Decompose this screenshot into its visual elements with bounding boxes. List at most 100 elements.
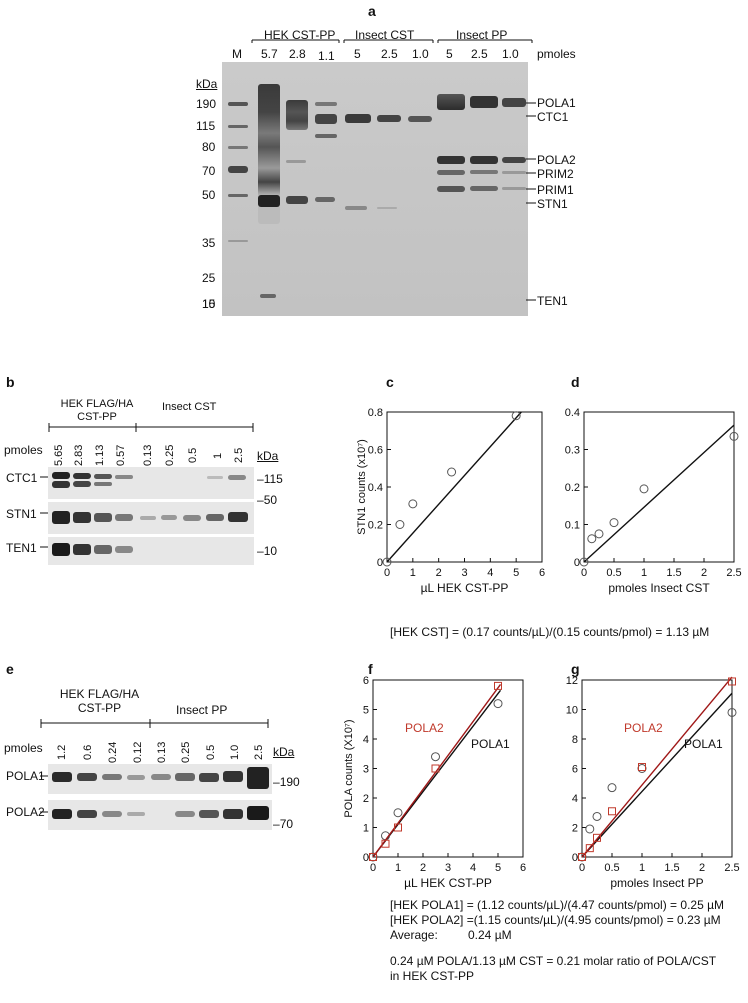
x-tick-label: 0 [384, 567, 390, 579]
y-tick-label: 12 [566, 675, 578, 687]
x-tick-label: 2 [701, 567, 707, 579]
x-tick-label: 3 [445, 862, 451, 874]
panel-b-lane: 1.13 [94, 444, 106, 466]
group-header-insect-cst: Insect CST [355, 28, 415, 42]
data-point [637, 764, 647, 773]
panel-e-lane: 0.25 [180, 741, 192, 763]
data-point [382, 557, 392, 567]
chart-panel-f: 0 1 2 3 4 5 6 0 1 2 3 4 5 6 µL HEK CST-PP POLA counts (… [343, 675, 526, 890]
y-tick-label: 2 [572, 823, 578, 835]
gel-band [437, 170, 465, 175]
lane-value: 2.5 [471, 47, 488, 61]
gel-band [286, 160, 306, 163]
panel-b-lane: 0.13 [142, 444, 154, 466]
gel-band [228, 240, 248, 242]
data-point [585, 844, 594, 853]
x-tick-label: 0 [581, 567, 587, 579]
y-tick-label: 0 [574, 557, 580, 569]
fit-line [372, 684, 502, 858]
x-tick-label: 2 [436, 567, 442, 579]
x-axis-label: pmoles Insect CST [608, 581, 710, 595]
y-tick-label: 0.4 [565, 407, 580, 419]
gel-band [286, 196, 308, 204]
panel-e-lane: 0.6 [82, 744, 94, 760]
blot-marker: –115 [257, 472, 283, 486]
gel-band [470, 186, 498, 191]
x-tick-label: 2.5 [726, 567, 741, 579]
y-tick-label: 6 [572, 764, 578, 776]
lane-value: 1.0 [412, 47, 429, 61]
gel-band [470, 170, 498, 174]
x-tick-label: 6 [539, 567, 545, 579]
panel-b-lane: 0.57 [115, 444, 127, 466]
data-point [607, 783, 617, 793]
data-point [369, 853, 377, 861]
data-point [493, 699, 503, 709]
gel-band [315, 134, 337, 138]
y-axis-label: STN1 counts (x10⁷) [356, 439, 368, 535]
gel-band [228, 125, 248, 128]
x-tick-label: 3 [461, 567, 467, 579]
x-axis-label: µL HEK CST-PP [421, 581, 509, 595]
panel-b-lane: 2.83 [73, 444, 85, 466]
data-point [395, 520, 405, 529]
ladder-mark: 80 [202, 140, 216, 154]
gel-band [228, 166, 248, 173]
plot-frame [583, 411, 735, 563]
blot-strip-stn1 [48, 502, 254, 534]
panel-a-brackets [251, 39, 533, 43]
blot-marker: –190 [273, 775, 300, 789]
gel-band [377, 115, 401, 122]
panel-b-header-hek: HEK FLAG/HA CST-PP [60, 398, 134, 423]
panel-e-lane: 0.12 [132, 741, 144, 763]
formula-ratio-cont: in HEK CST-PP [390, 969, 475, 983]
y-tick-label: 4 [363, 734, 369, 746]
y-tick-label: 0.3 [565, 445, 580, 457]
protein-label-ten1: TEN1 [537, 294, 568, 308]
gel-band [437, 94, 465, 110]
gel-band [315, 102, 337, 106]
x-tick-label: 1 [641, 567, 647, 579]
panel-e-lane: 2.5 [253, 744, 265, 760]
x-tick-label: 2.5 [724, 862, 739, 874]
blot-row-label-stn1: STN1 [6, 507, 37, 521]
data-point [431, 752, 440, 762]
gel-band [228, 146, 248, 149]
x-tick-label: 1 [410, 567, 416, 579]
protein-label-ctc1: CTC1 [537, 110, 569, 124]
ladder-mark: 190 [196, 97, 217, 111]
y-tick-label: 0.2 [565, 482, 580, 494]
blot-row-label-pola1: POLA1 [6, 769, 45, 783]
gel-band [437, 186, 465, 192]
data-point [431, 764, 440, 773]
fit-line [386, 411, 522, 563]
panel-b-lane: 5.65 [53, 444, 65, 466]
x-axis-label: pmoles Insect PP [610, 876, 703, 890]
panel-b-lane: 1 [212, 452, 224, 459]
formula-pola1: [HEK POLA1] = (1.12 counts/µL)/(4.47 cou… [390, 898, 724, 912]
series-label-pola2: POLA2 [624, 721, 663, 735]
x-tick-label: 4 [470, 862, 476, 874]
data-point [381, 839, 390, 848]
x-tick-label: 0 [579, 862, 585, 874]
x-tick-label: 5 [495, 862, 501, 874]
blot-row-label-ten1: TEN1 [6, 541, 37, 555]
y-tick-label: 3 [363, 764, 369, 776]
y-tick-label: 1 [363, 823, 369, 835]
panel-e-label: e [6, 661, 14, 677]
panel-e-bracket [40, 719, 269, 728]
x-tick-label: 1 [639, 862, 645, 874]
panel-b-lane: 2.5 [233, 447, 245, 463]
x-tick-label: 5 [513, 567, 519, 579]
y-tick-label: 0 [377, 557, 383, 569]
group-header-hek: HEK CST-PP [264, 28, 336, 42]
blot-marker: –50 [257, 493, 278, 507]
coomassie-gel [222, 62, 528, 316]
ladder-mark: 115 [196, 119, 216, 133]
y-tick-label: 4 [572, 793, 578, 805]
data-point [639, 484, 649, 494]
data-point [594, 529, 604, 539]
panel-d-label: d [571, 374, 580, 390]
blot-strip-pola2 [48, 800, 272, 830]
protein-label-prim1: PRIM1 [537, 183, 574, 197]
